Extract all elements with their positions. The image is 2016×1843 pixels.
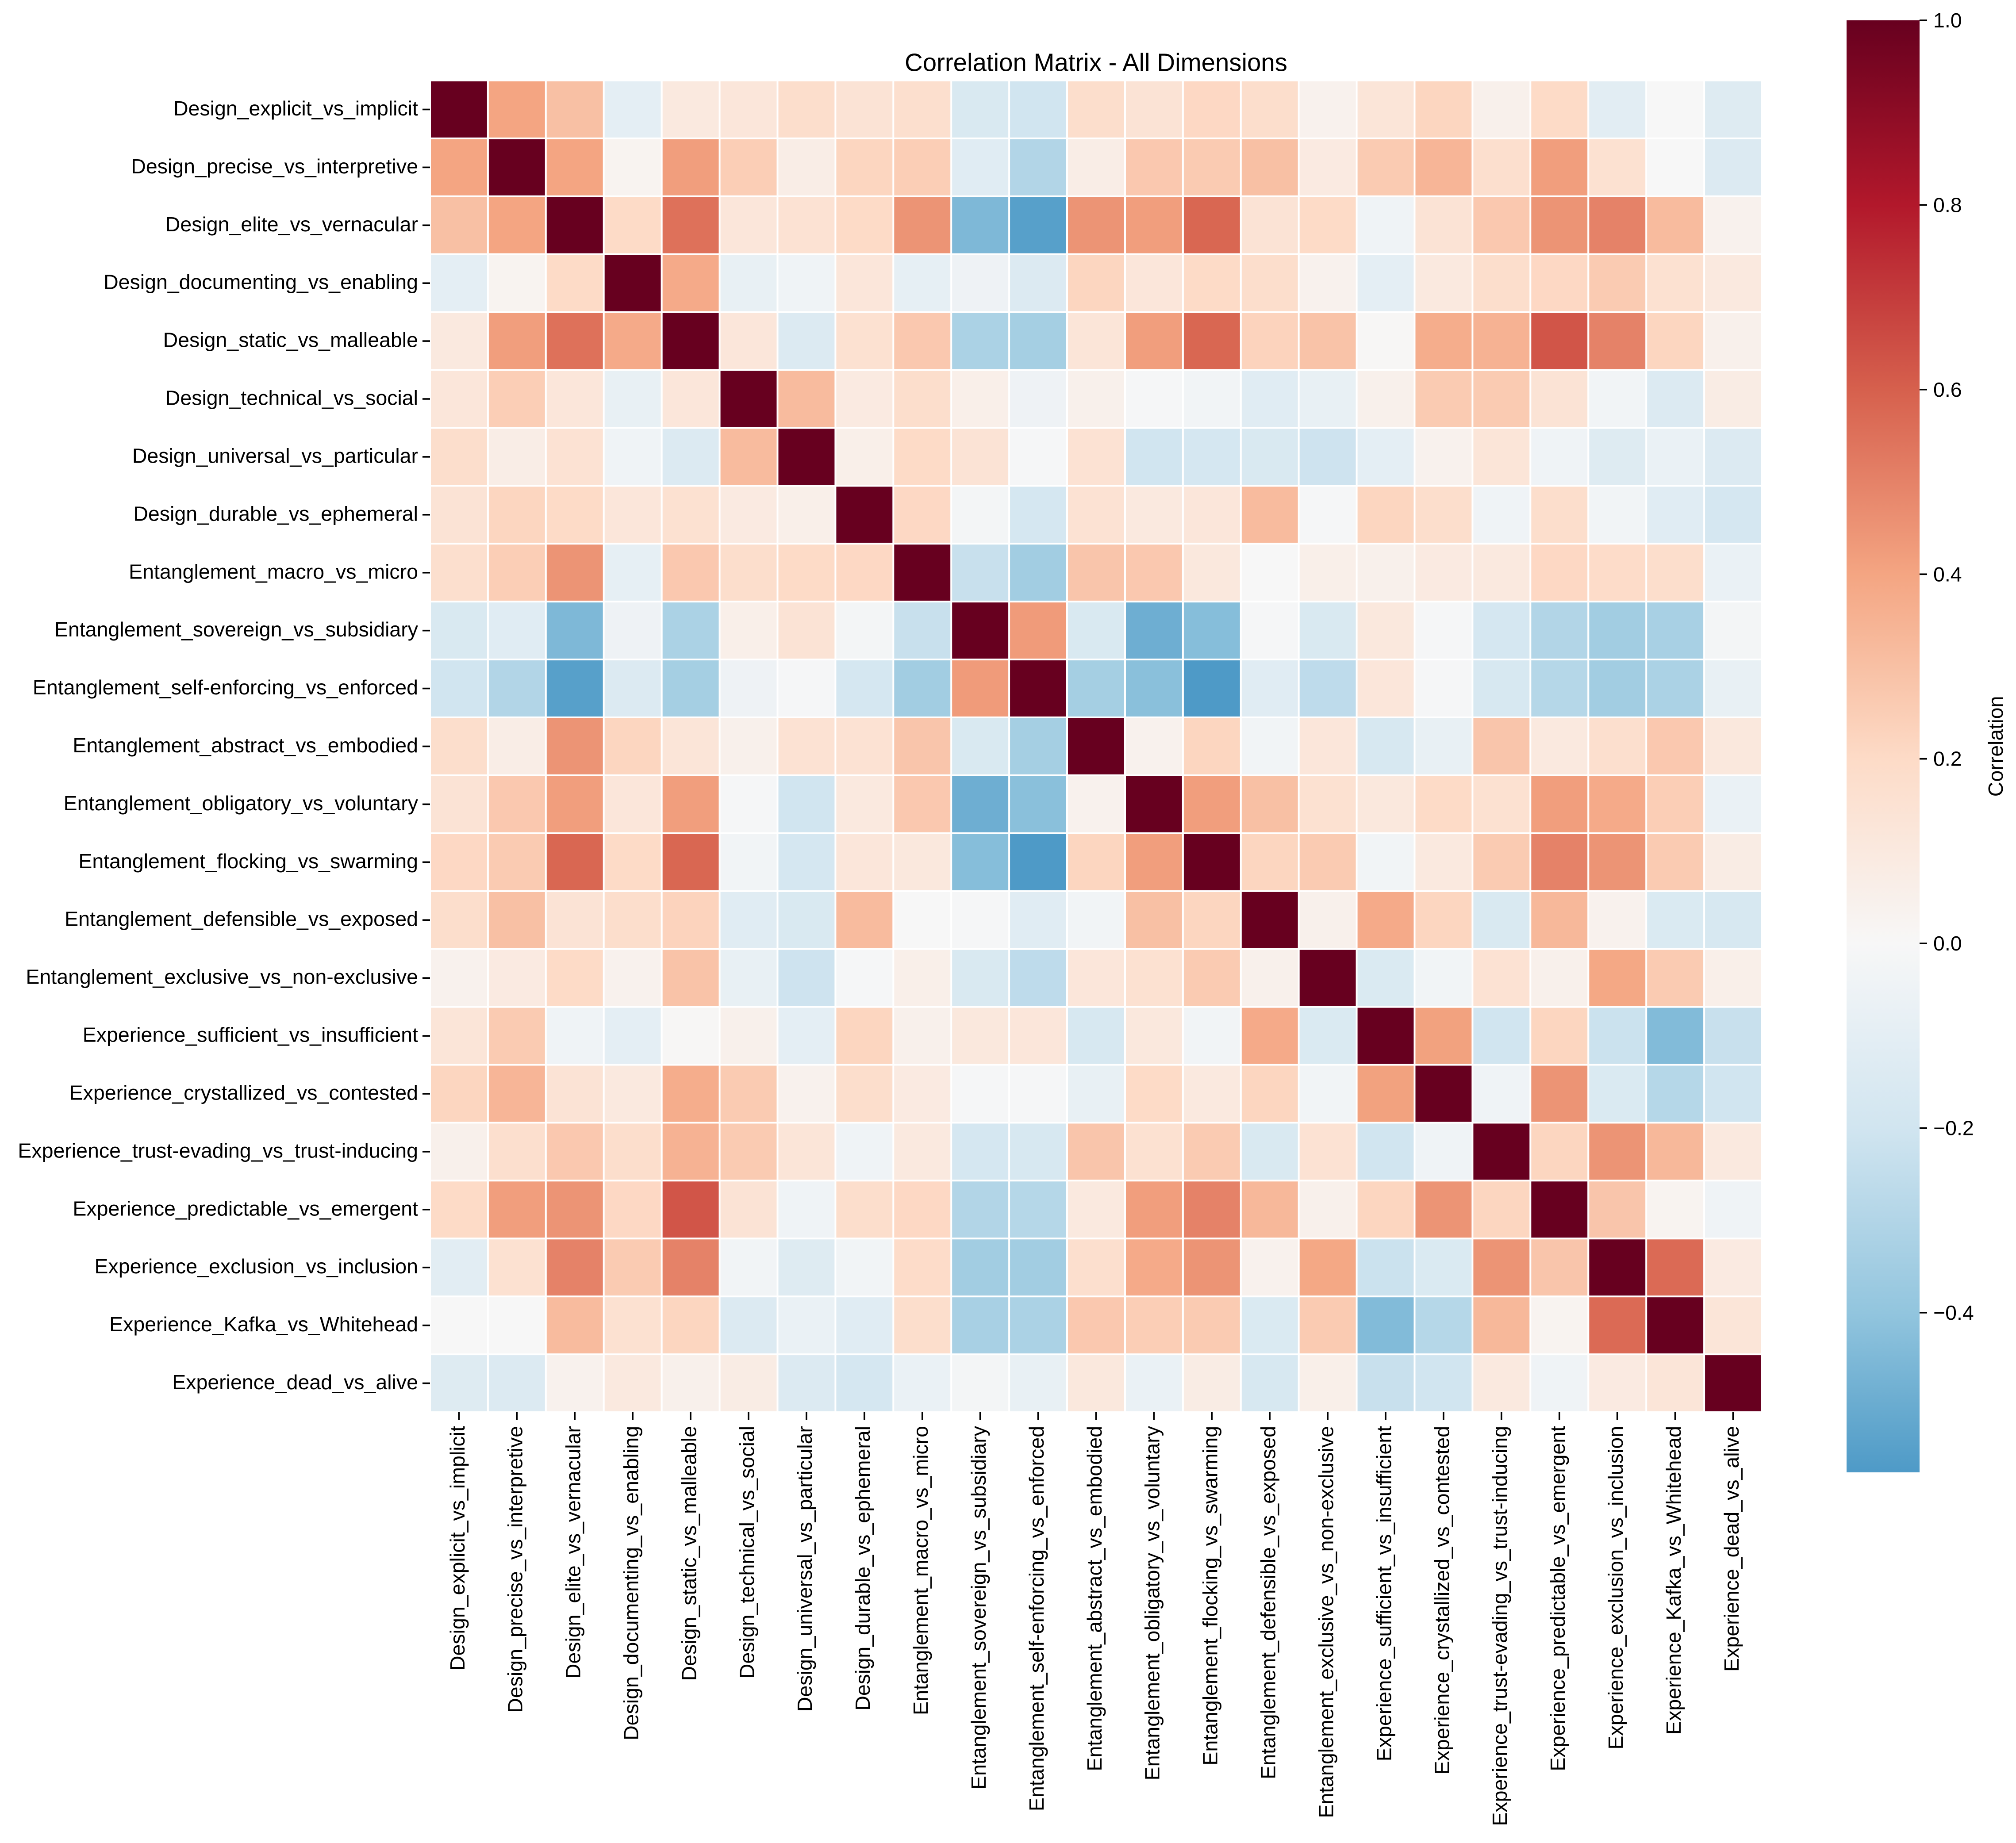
svg-text:Entanglement_exclusive_vs_non-: Entanglement_exclusive_vs_non-exclusive bbox=[26, 966, 418, 989]
svg-text:Entanglement_defensible_vs_exp: Entanglement_defensible_vs_exposed bbox=[65, 908, 418, 931]
svg-text:Design_explicit_vs_implicit: Design_explicit_vs_implicit bbox=[446, 1426, 469, 1671]
svg-text:Design_durable_vs_ephemeral: Design_durable_vs_ephemeral bbox=[133, 502, 418, 525]
svg-text:Design_static_vs_malleable: Design_static_vs_malleable bbox=[163, 329, 418, 352]
svg-text:Design_explicit_vs_implicit: Design_explicit_vs_implicit bbox=[173, 97, 418, 120]
svg-text:0.2: 0.2 bbox=[1933, 747, 1962, 770]
svg-text:Entanglement_exclusive_vs_non-: Entanglement_exclusive_vs_non-exclusive bbox=[1315, 1426, 1338, 1818]
svg-text:Design_documenting_vs_enabling: Design_documenting_vs_enabling bbox=[104, 271, 418, 294]
svg-text:−0.4: −0.4 bbox=[1933, 1301, 1974, 1324]
svg-text:Experience_dead_vs_alive: Experience_dead_vs_alive bbox=[1720, 1426, 1743, 1672]
svg-text:Design_technical_vs_social: Design_technical_vs_social bbox=[735, 1426, 758, 1678]
svg-text:Entanglement_macro_vs_micro: Entanglement_macro_vs_micro bbox=[909, 1426, 932, 1715]
svg-text:Experience_Kafka_vs_Whitehead: Experience_Kafka_vs_Whitehead bbox=[1662, 1426, 1685, 1735]
svg-text:Design_elite_vs_vernacular: Design_elite_vs_vernacular bbox=[165, 213, 418, 236]
svg-text:Entanglement_self-enforcing_vs: Entanglement_self-enforcing_vs_enforced bbox=[33, 676, 418, 699]
svg-text:Experience_Kafka_vs_Whitehead: Experience_Kafka_vs_Whitehead bbox=[109, 1313, 418, 1336]
svg-text:Entanglement_defensible_vs_exp: Entanglement_defensible_vs_exposed bbox=[1257, 1426, 1280, 1779]
svg-text:Design_static_vs_malleable: Design_static_vs_malleable bbox=[677, 1426, 700, 1681]
svg-text:Experience_exclusion_vs_inclus: Experience_exclusion_vs_inclusion bbox=[1604, 1426, 1627, 1750]
svg-text:Entanglement_macro_vs_micro: Entanglement_macro_vs_micro bbox=[129, 560, 418, 583]
svg-text:Correlation: Correlation bbox=[1984, 696, 2007, 797]
svg-text:Entanglement_abstract_vs_embod: Entanglement_abstract_vs_embodied bbox=[73, 734, 418, 757]
svg-text:Entanglement_flocking_vs_swarm: Entanglement_flocking_vs_swarming bbox=[78, 850, 418, 873]
svg-text:Entanglement_sovereign_vs_subs: Entanglement_sovereign_vs_subsidiary bbox=[54, 618, 419, 641]
svg-text:Correlation Matrix - All Dimen: Correlation Matrix - All Dimensions bbox=[905, 49, 1287, 77]
svg-text:Experience_predictable_vs_emer: Experience_predictable_vs_emergent bbox=[1546, 1426, 1569, 1771]
svg-text:−0.2: −0.2 bbox=[1933, 1116, 1974, 1139]
svg-text:Design_universal_vs_particular: Design_universal_vs_particular bbox=[132, 444, 418, 467]
svg-text:Experience_predictable_vs_emer: Experience_predictable_vs_emergent bbox=[73, 1197, 418, 1220]
svg-text:Design_precise_vs_interpretive: Design_precise_vs_interpretive bbox=[131, 155, 418, 178]
svg-text:1.0: 1.0 bbox=[1933, 9, 1962, 32]
svg-text:Experience_trust-evading_vs_tr: Experience_trust-evading_vs_trust-induci… bbox=[1488, 1426, 1511, 1826]
svg-text:Experience_sufficient_vs_insuf: Experience_sufficient_vs_insufficient bbox=[1372, 1426, 1395, 1761]
svg-text:Design_durable_vs_ephemeral: Design_durable_vs_ephemeral bbox=[851, 1426, 874, 1711]
svg-text:0.4: 0.4 bbox=[1933, 563, 1962, 586]
svg-text:Entanglement_sovereign_vs_subs: Entanglement_sovereign_vs_subsidiary bbox=[967, 1425, 990, 1789]
svg-text:Entanglement_obligatory_vs_vol: Entanglement_obligatory_vs_voluntary bbox=[64, 792, 419, 815]
svg-text:Entanglement_obligatory_vs_vol: Entanglement_obligatory_vs_voluntary bbox=[1141, 1425, 1164, 1780]
svg-text:Entanglement_abstract_vs_embod: Entanglement_abstract_vs_embodied bbox=[1083, 1426, 1106, 1771]
svg-text:0.6: 0.6 bbox=[1933, 378, 1962, 401]
svg-text:Experience_sufficient_vs_insuf: Experience_sufficient_vs_insufficient bbox=[83, 1023, 418, 1046]
svg-text:Design_precise_vs_interpretive: Design_precise_vs_interpretive bbox=[504, 1426, 527, 1713]
svg-text:0.8: 0.8 bbox=[1933, 193, 1962, 216]
svg-text:Design_documenting_vs_enabling: Design_documenting_vs_enabling bbox=[620, 1426, 643, 1740]
svg-text:Entanglement_self-enforcing_vs: Entanglement_self-enforcing_vs_enforced bbox=[1025, 1426, 1048, 1811]
svg-text:Experience_dead_vs_alive: Experience_dead_vs_alive bbox=[172, 1371, 418, 1394]
svg-text:Entanglement_flocking_vs_swarm: Entanglement_flocking_vs_swarming bbox=[1199, 1426, 1222, 1766]
svg-text:Experience_crystallized_vs_con: Experience_crystallized_vs_contested bbox=[1430, 1426, 1453, 1774]
svg-text:Experience_trust-evading_vs_tr: Experience_trust-evading_vs_trust-induci… bbox=[18, 1139, 418, 1162]
svg-text:0.0: 0.0 bbox=[1933, 932, 1962, 955]
svg-text:Experience_crystallized_vs_con: Experience_crystallized_vs_contested bbox=[69, 1081, 418, 1104]
svg-text:Design_technical_vs_social: Design_technical_vs_social bbox=[165, 386, 418, 409]
svg-text:Design_universal_vs_particular: Design_universal_vs_particular bbox=[793, 1426, 816, 1712]
svg-text:Design_elite_vs_vernacular: Design_elite_vs_vernacular bbox=[562, 1426, 585, 1678]
svg-text:Experience_exclusion_vs_inclus: Experience_exclusion_vs_inclusion bbox=[94, 1255, 418, 1278]
